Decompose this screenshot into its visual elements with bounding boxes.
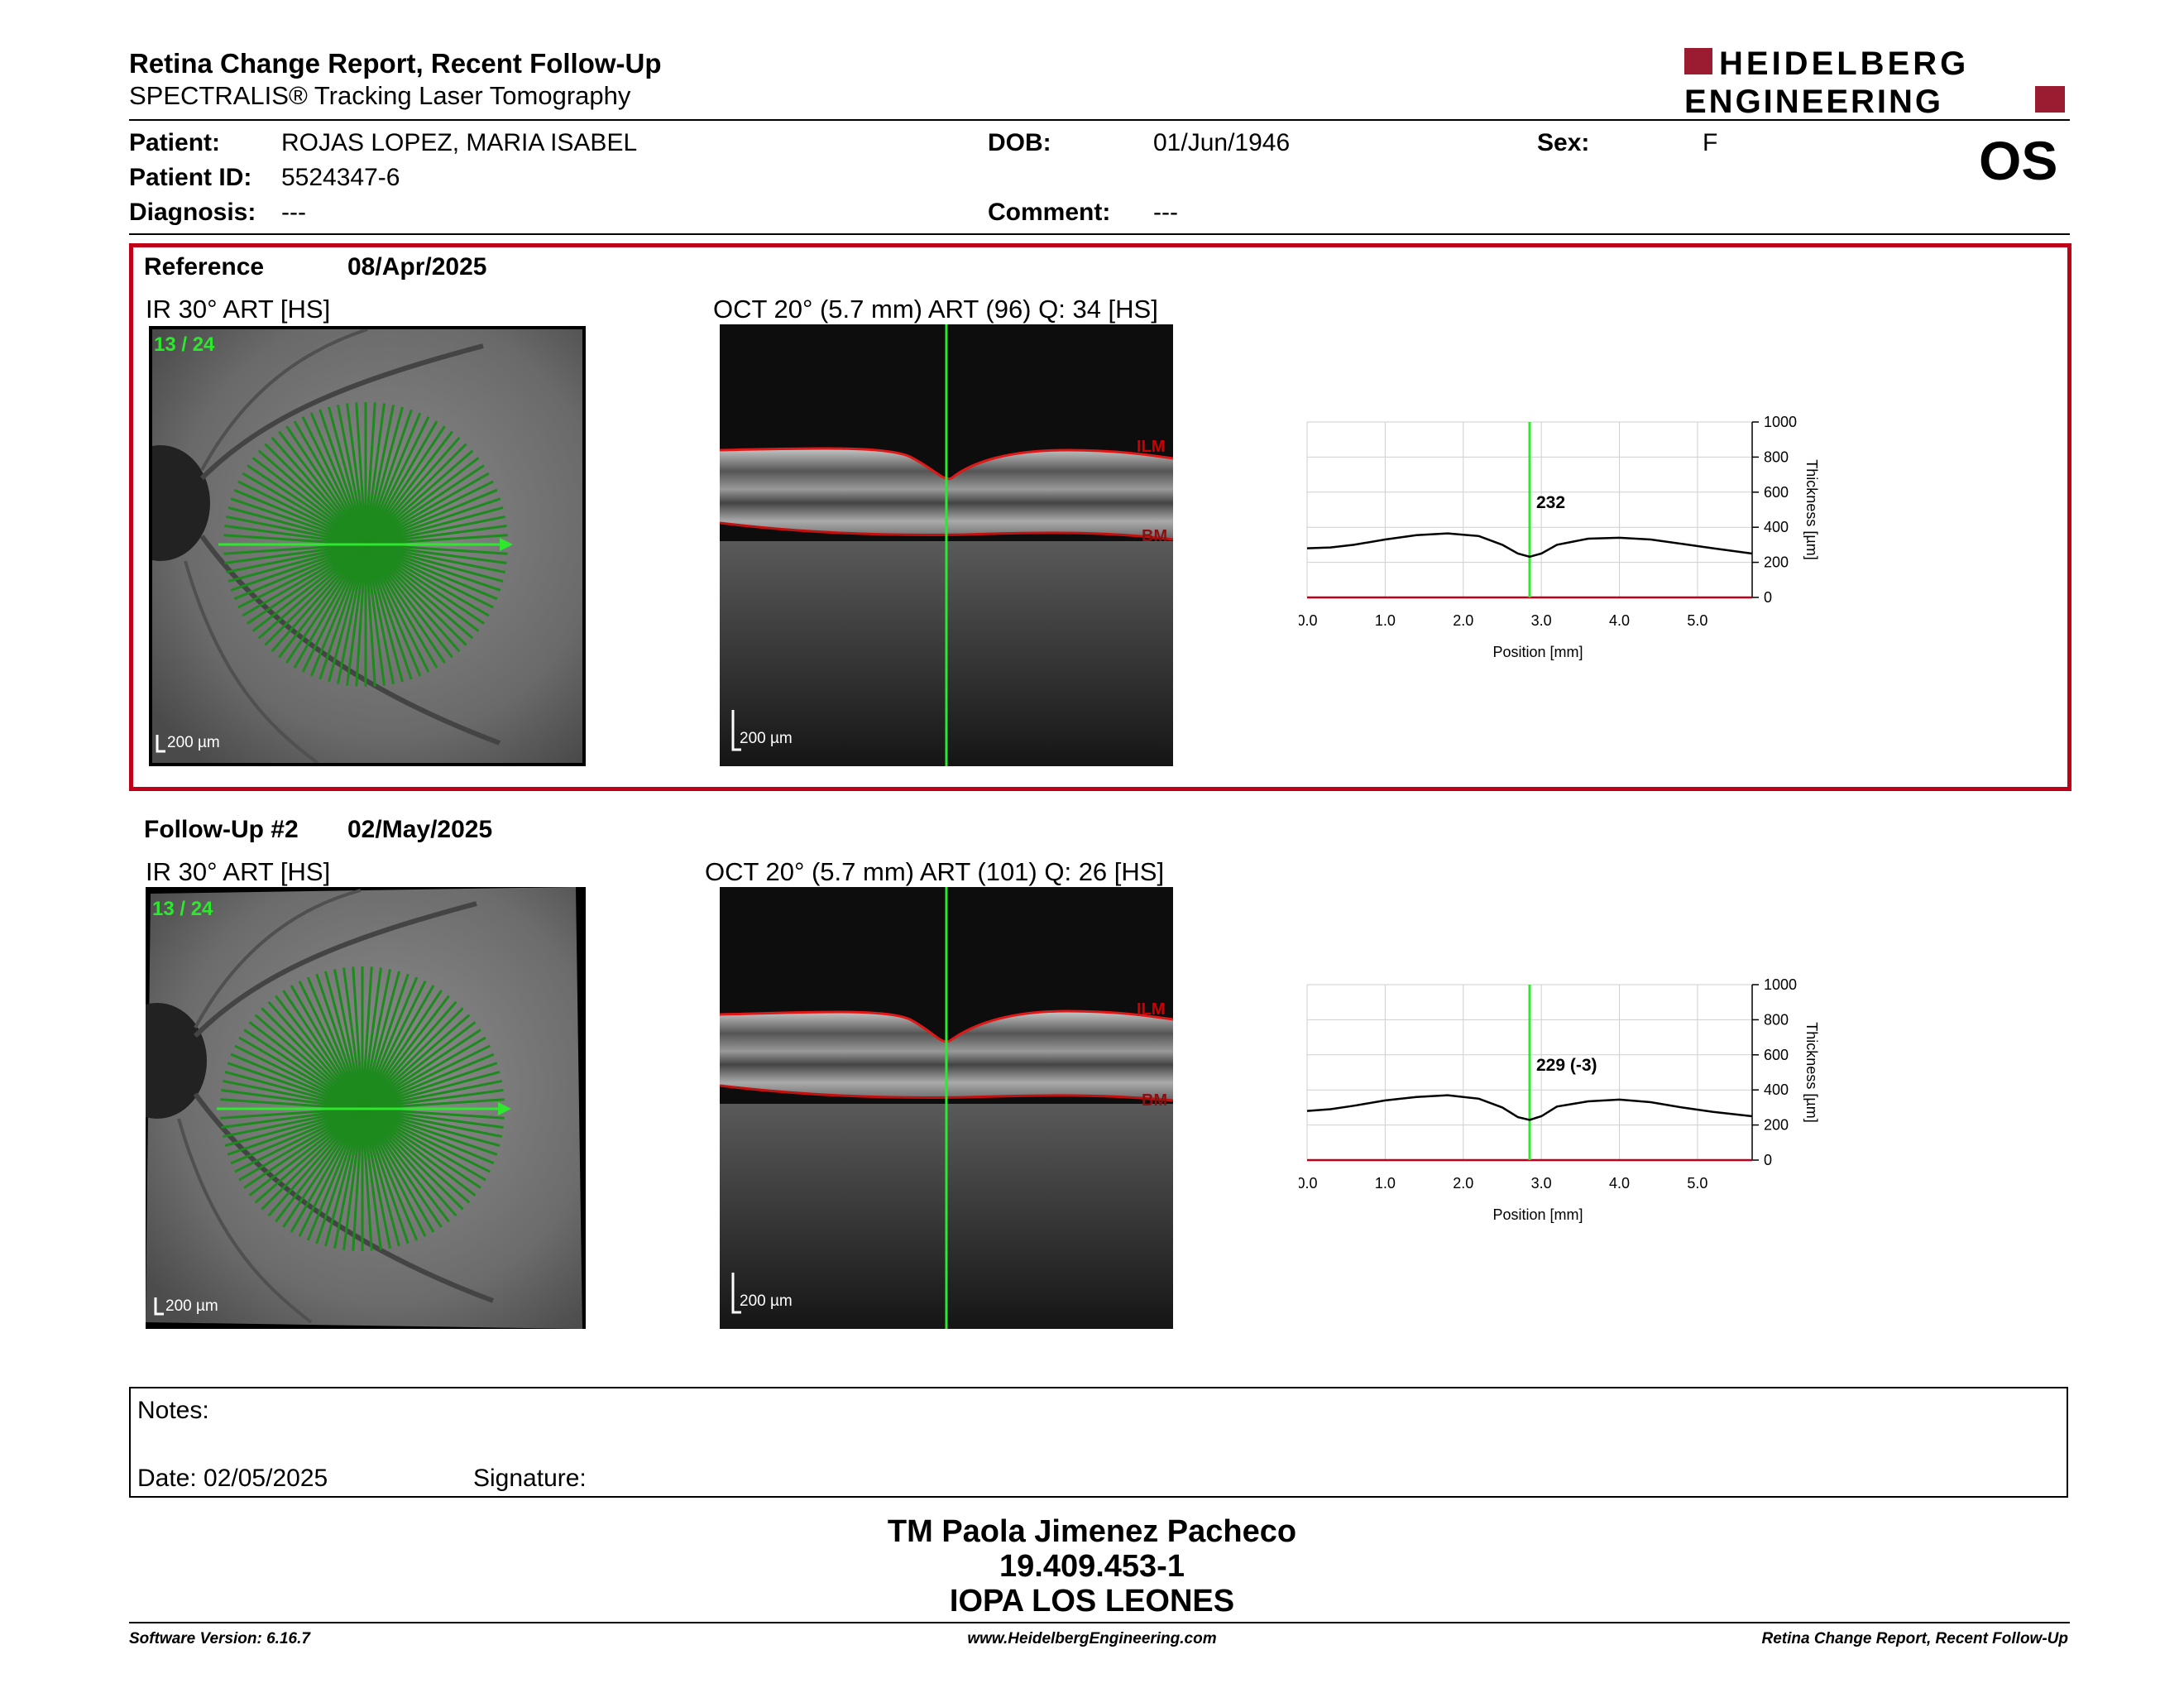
reference-label: Reference [144,253,265,281]
eye-indicator: OS [1979,130,2058,191]
footer-report-name: Retina Change Report, Recent Follow-Up [1761,1630,2068,1647]
reference-ir-scale: 200 µm [167,734,220,751]
reference-box [129,243,2071,791]
x-tick-label: 2.0 [1453,612,1473,629]
y-tick-label: 1000 [1764,976,1797,993]
reference-thickness-chart: 0.0 1.0 2.0 3.0 4.0 5.0 0 200 400 600 800 1000 232 Po… [1299,414,1820,660]
signature-label: Signature: [473,1465,587,1492]
followup-oct-label: OCT 20° (5.7 mm) ART (101) Q: 26 [HS] [705,857,1165,886]
y-tick-label: 800 [1764,448,1789,465]
followup-scan-count: 13 / 24 [152,898,213,920]
software-version: Software Version: 6.16.7 [129,1630,310,1647]
thickness-value-label: 232 [1536,493,1565,512]
y-tick-label: 400 [1764,1081,1789,1098]
y-axis-label: Thickness [µm] [1803,1022,1820,1122]
sex-value: F [1703,129,1718,156]
signer-institution: IOPA LOS LEONES [949,1584,1235,1618]
followup-fundus-svg: 13 / 24 200 µm [146,887,586,1329]
followup-ilm-label: ILM [1137,1000,1165,1019]
reference-ilm-label: ILM [1137,438,1165,456]
y-tick-label: 200 [1764,554,1789,571]
heidelberg-logo: HEIDELBERG ENGINEERING [1684,46,2065,117]
signer-name: TM Paola Jimenez Pacheco [887,1514,1297,1549]
diagnosis-label: Diagnosis: [129,199,256,226]
reference-oct-svg: ILM BM 200 µm [720,324,1173,766]
reference-bm-label: BM [1142,527,1167,545]
dob-label: DOB: [988,129,1051,156]
reference-oct-label: OCT 20° (5.7 mm) ART (96) Q: 34 [HS] [713,295,1158,324]
reference-date: 08/Apr/2025 [347,253,487,281]
x-tick-label: 5.0 [1687,612,1707,629]
reference-scan-count: 13 / 24 [154,333,215,356]
followup-ir-image[interactable]: 13 / 24 200 µm [146,887,586,1329]
diagnosis-value: --- [281,199,306,226]
patient-rule [129,233,2070,235]
x-tick-label: 2.0 [1453,1175,1473,1192]
x-tick-label: 5.0 [1687,1175,1707,1192]
header-rule [129,119,2070,121]
followup-oct-scale: 200 µm [740,1292,793,1310]
y-tick-label: 1000 [1764,414,1797,430]
logo-line1: HEIDELBERG [1719,46,1969,82]
sex-label: Sex: [1537,129,1590,156]
thickness-value-label: 229 (-3) [1536,1056,1597,1075]
notes-date: Date: 02/05/2025 [137,1465,328,1492]
comment-value: --- [1153,199,1178,226]
patient-name: ROJAS LOPEZ, MARIA ISABEL [281,129,638,156]
report-title: Retina Change Report, Recent Follow-Up [129,48,662,79]
y-tick-label: 0 [1764,1152,1772,1168]
x-tick-label: 0.0 [1299,612,1318,629]
thickness-series-line [1306,1094,1753,1121]
followup-thickness-chart: 0.0 1.0 2.0 3.0 4.0 5.0 0 200 400 600 800 1000 229 (… [1299,976,1820,1223]
y-tick-label: 200 [1764,1117,1789,1134]
x-tick-label: 3.0 [1531,1175,1552,1192]
reference-oct-scale: 200 µm [740,730,793,747]
reference-ir-label: IR 30° ART [HS] [146,295,331,324]
logo-line2: ENGINEERING [1684,84,1943,117]
website-link[interactable]: www.HeidelbergEngineering.com [967,1630,1217,1647]
x-tick-label: 1.0 [1375,612,1396,629]
x-tick-label: 4.0 [1609,1175,1630,1192]
y-tick-label: 400 [1764,519,1789,535]
followup-label: Follow-Up #2 [144,816,299,843]
followup-ir-scale: 200 µm [165,1297,218,1315]
signer-id: 19.409.453-1 [999,1549,1185,1584]
footer-rule [129,1622,2070,1623]
x-axis-label: Position [mm] [1492,1206,1583,1223]
patient-id: 5524347-6 [281,164,400,191]
notes-box[interactable]: Notes: Date: 02/05/2025 Signature: [129,1387,2068,1498]
followup-ir-label: IR 30° ART [HS] [146,857,331,886]
patient-id-label: Patient ID: [129,164,252,191]
x-axis-label: Position [mm] [1492,644,1583,660]
y-tick-label: 600 [1764,1047,1789,1063]
followup-bm-label: BM [1142,1091,1167,1110]
x-tick-label: 1.0 [1375,1175,1396,1192]
patient-label: Patient: [129,129,221,156]
reference-fundus-svg: 13 / 24 200 µm [152,329,582,763]
y-tick-label: 600 [1764,484,1789,501]
followup-oct-image[interactable]: ILM BM 200 µm [720,887,1173,1329]
report-subtitle: SPECTRALIS® Tracking Laser Tomography [129,81,631,110]
y-tick-label: 800 [1764,1011,1789,1028]
followup-oct-svg: ILM BM 200 µm [720,887,1173,1329]
reference-ir-image[interactable]: 13 / 24 200 µm [149,326,586,766]
x-tick-label: 4.0 [1609,612,1630,629]
y-axis-label: Thickness [µm] [1803,459,1820,559]
reference-oct-image[interactable]: ILM BM 200 µm [720,324,1173,766]
dob-value: 01/Jun/1946 [1153,129,1291,156]
y-tick-label: 0 [1764,589,1772,606]
comment-label: Comment: [988,199,1111,226]
thickness-series-line [1306,532,1753,559]
x-tick-label: 3.0 [1531,612,1552,629]
followup-date: 02/May/2025 [347,816,493,843]
notes-label: Notes: [137,1397,209,1424]
x-tick-label: 0.0 [1299,1175,1318,1192]
